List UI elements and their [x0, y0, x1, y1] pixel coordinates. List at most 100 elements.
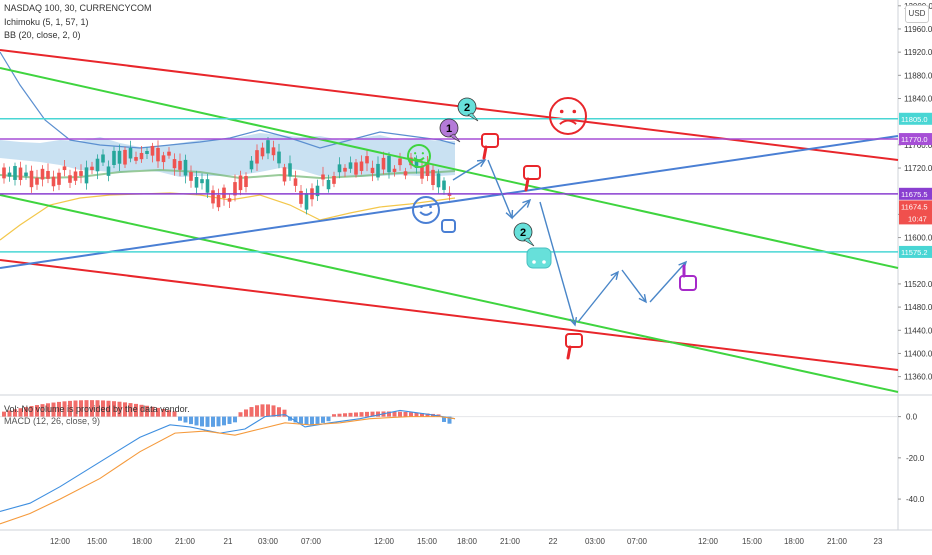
macd-histogram-bar	[18, 408, 23, 417]
level-price-label: 11770.0	[901, 135, 928, 144]
macd-histogram-bar	[90, 400, 94, 417]
macd-tick-label: -40.0	[906, 495, 925, 504]
red-hand-palm	[565, 333, 583, 348]
macd-histogram-bar	[343, 413, 347, 417]
happy-face-blue-outline	[412, 196, 440, 224]
arrow-down-3-head	[638, 294, 647, 304]
price-tick-label: 11520.0	[904, 280, 932, 289]
macd-histogram-bar	[227, 416, 232, 424]
sad-face-annotation-eye	[572, 109, 577, 114]
arrow-down-2	[539, 201, 576, 326]
cyan-pig-body	[526, 247, 552, 269]
countdown-label: 10:47	[908, 214, 927, 223]
macd-histogram-bar	[260, 404, 265, 417]
candle-body	[376, 163, 380, 178]
macd-histogram-bar	[304, 416, 309, 425]
blue-hand-palm	[441, 219, 456, 233]
macd-histogram-bar	[84, 400, 89, 417]
candle-body	[40, 168, 45, 180]
cyan-pig-eye	[532, 260, 536, 264]
macd-histogram-bar	[2, 411, 6, 417]
macd-tick-label: 0.0	[906, 413, 918, 422]
candle-body	[112, 150, 116, 166]
time-tick-label: 12:00	[698, 537, 719, 546]
candle-body	[189, 171, 193, 181]
time-tick-label: 03:00	[585, 537, 606, 546]
ichimoku-legend[interactable]: Ichimoku (5, 1, 57, 1)	[4, 17, 89, 27]
macd-histogram-bar	[24, 407, 28, 417]
macd-histogram-bar	[200, 416, 204, 427]
macd-tick-label: -20.0	[906, 454, 925, 463]
time-tick-label: 21:00	[500, 537, 521, 546]
candle-body	[167, 151, 171, 156]
candle-body	[145, 150, 149, 154]
candle-body	[134, 157, 138, 161]
macd-histogram-bar	[73, 400, 78, 417]
candle-body	[73, 171, 78, 181]
level-price-label: 11805.0	[901, 115, 928, 124]
macd-histogram-bar	[194, 416, 199, 426]
sad-face-annotation-mouth	[559, 119, 577, 125]
macd-legend[interactable]: MACD (12, 26, close, 9)	[4, 416, 101, 426]
candles	[2, 137, 452, 215]
macd-histogram-bar	[150, 406, 155, 417]
green-channel-upper	[0, 67, 899, 269]
price-tick-label: 11360.0	[904, 373, 932, 382]
candle-body	[183, 159, 188, 176]
macd-histogram-bar	[123, 402, 127, 417]
happy-face-green-outline	[407, 144, 431, 168]
red-hand-finger	[566, 345, 572, 360]
macd-histogram	[2, 400, 452, 427]
arrow-up-3	[577, 271, 619, 323]
candle-body	[106, 166, 111, 176]
macd-histogram-bar	[332, 414, 336, 417]
happy-face-green-eye	[414, 152, 417, 155]
macd-histogram-bar	[348, 412, 353, 417]
candle-body	[288, 163, 292, 177]
arrow-up-1-head	[476, 159, 487, 168]
macd-histogram-bar	[51, 402, 56, 417]
callout-2-upper-tail	[467, 112, 479, 122]
macd-histogram-bar	[216, 416, 221, 427]
candle-body	[62, 166, 67, 171]
candle-body	[233, 182, 237, 196]
candle-body	[57, 172, 61, 185]
candle-body	[442, 180, 446, 190]
macd-histogram-bar	[315, 416, 320, 425]
macd-histogram-bar	[62, 401, 67, 417]
happy-face-blue-eye	[429, 205, 432, 209]
macd-histogram-bar	[139, 404, 144, 417]
macd-histogram-bar	[68, 400, 72, 417]
red-hand-finger	[482, 145, 488, 160]
arrow-up-3-head	[610, 270, 620, 280]
macd-histogram-bar	[447, 416, 452, 424]
red-hand-marker	[481, 133, 499, 160]
bb-upper-band	[0, 51, 456, 149]
red-hand-finger	[524, 177, 530, 192]
macd-histogram-bar	[106, 400, 111, 417]
candle-body	[7, 172, 12, 177]
callout-1: 1	[439, 118, 461, 143]
candle-body	[117, 150, 122, 164]
macd-histogram-bar	[79, 400, 83, 417]
price-tick-label: 11480.0	[904, 303, 932, 312]
macd-histogram-bar	[255, 405, 259, 417]
candle-body	[348, 162, 353, 169]
candle-body	[51, 176, 56, 187]
candle-body	[387, 155, 391, 173]
cyan-pig-marker	[526, 247, 552, 269]
bb-legend[interactable]: BB (20, close, 2, 0)	[4, 30, 81, 40]
time-tick-label: 23	[874, 537, 883, 546]
currency-badge[interactable]: USD	[905, 5, 929, 23]
macd-histogram-bar	[167, 410, 171, 417]
level-price-tag	[899, 245, 932, 258]
macd-histogram-bar	[222, 416, 226, 426]
candle-body	[392, 168, 397, 172]
candle-body	[244, 176, 248, 187]
price-tick-label: 11960.0	[904, 25, 932, 34]
time-tick-label: 15:00	[417, 537, 438, 546]
price-tick-label: 11840.0	[904, 95, 932, 104]
macd-histogram-bar	[326, 416, 331, 422]
macd-histogram-bar	[310, 416, 314, 425]
